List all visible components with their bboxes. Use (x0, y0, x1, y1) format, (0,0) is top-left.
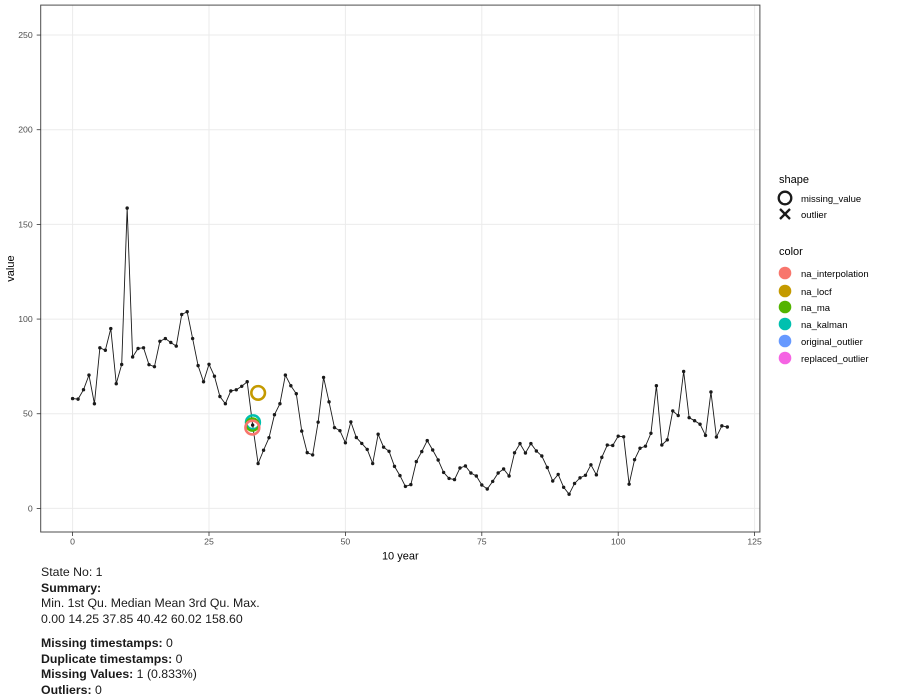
svg-text:0: 0 (70, 537, 75, 547)
svg-text:75: 75 (477, 537, 487, 547)
svg-text:250: 250 (18, 30, 33, 40)
svg-text:na_ma: na_ma (801, 303, 831, 314)
svg-text:na_locf: na_locf (801, 287, 832, 298)
svg-text:shape: shape (779, 174, 809, 186)
svg-text:replaced_outlier: replaced_outlier (801, 354, 869, 365)
svg-text:50: 50 (341, 537, 351, 547)
svg-text:200: 200 (18, 125, 33, 135)
svg-text:missing_value: missing_value (801, 194, 861, 205)
svg-text:125: 125 (747, 537, 762, 547)
svg-text:10 year: 10 year (382, 551, 419, 563)
svg-text:100: 100 (18, 314, 33, 324)
svg-text:0: 0 (28, 503, 33, 513)
svg-text:outlier: outlier (801, 210, 827, 221)
svg-text:25: 25 (204, 537, 214, 547)
svg-text:100: 100 (611, 537, 626, 547)
svg-text:na_interpolation: na_interpolation (801, 269, 869, 280)
svg-text:150: 150 (18, 219, 33, 229)
svg-text:original_outlier: original_outlier (801, 337, 863, 348)
svg-text:value: value (5, 255, 17, 281)
svg-text:color: color (779, 246, 803, 258)
svg-text:na_kalman: na_kalman (801, 320, 847, 331)
svg-text:50: 50 (23, 409, 33, 419)
